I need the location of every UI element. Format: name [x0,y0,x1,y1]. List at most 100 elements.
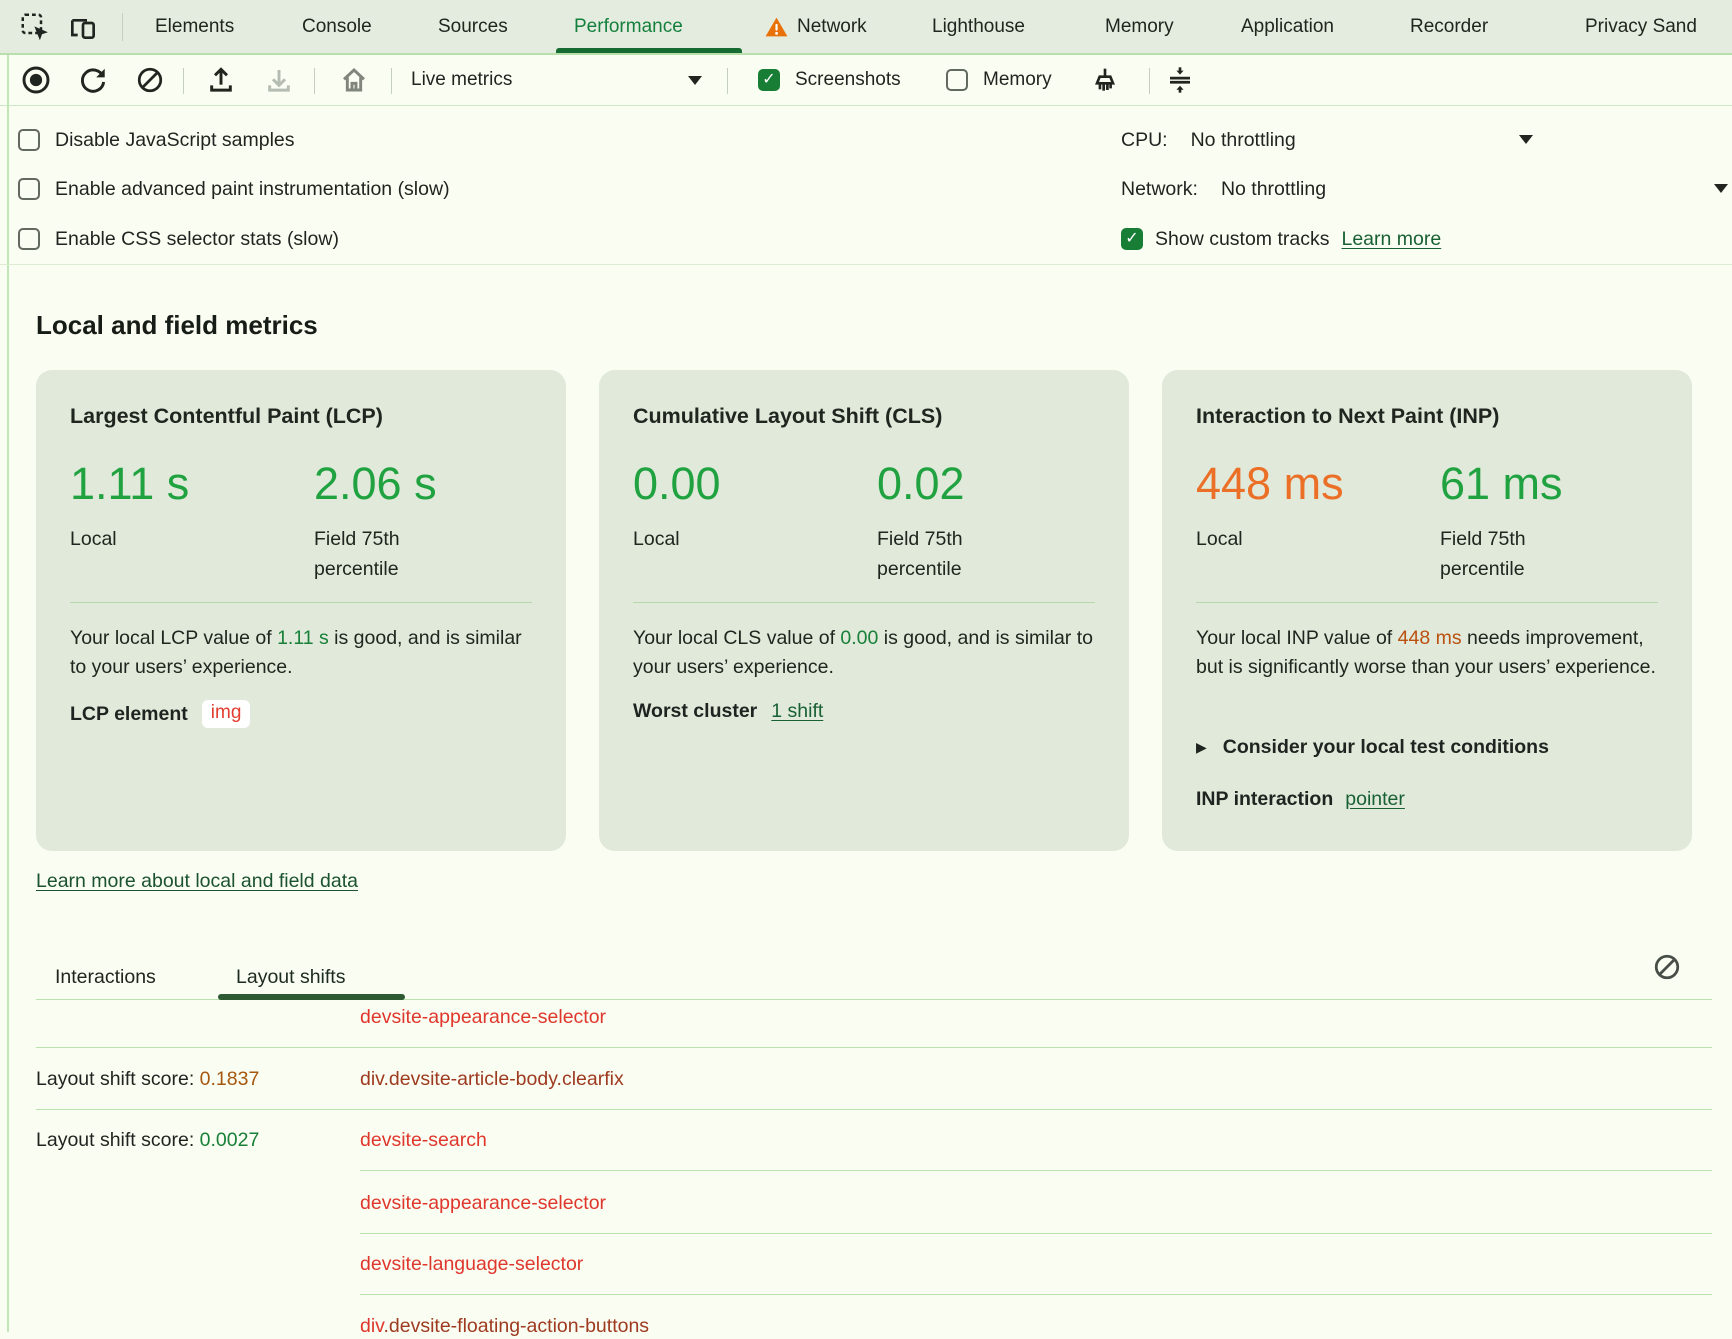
device-toolbar-button[interactable] [66,10,100,44]
memory-checkbox-label[interactable]: Memory [983,69,1052,90]
node-link[interactable]: devsite-language-selector [360,1253,584,1275]
lcp-desc-suffix: is good, and is similar to your users’ e… [70,627,522,678]
tab-elements[interactable]: Elements [155,16,235,37]
back-to-live-metrics-button[interactable] [337,63,371,97]
disable-js-samples-row: Disable JavaScript samples [18,127,295,153]
tab-sources[interactable]: Sources [438,16,508,37]
node-link-rest[interactable]: div.devsite-article-body.clearfix [360,1068,624,1090]
custom-tracks-learn-more-link[interactable]: Learn more [1341,227,1442,250]
section-divider [0,264,1732,265]
lcp-element-label: LCP element [70,702,188,725]
inp-local-label: Local [1196,528,1243,550]
css-selector-stats-checkbox[interactable] [18,228,40,250]
node-link-rest[interactable]: .devsite-floating-action-buttons [383,1315,650,1337]
row-divider-partial [360,1233,1712,1234]
device-toolbar-icon [67,11,99,43]
advanced-paint-label[interactable]: Enable advanced paint instrumentation (s… [55,177,450,200]
show-custom-tracks-label[interactable]: Show custom tracks [1155,227,1330,250]
clear-button[interactable] [133,63,167,97]
inspect-element-button[interactable] [18,10,52,44]
tab-console[interactable]: Console [302,16,372,37]
lcp-description: Your local LCP value of 1.11 s is good, … [70,624,536,681]
collapse-tracks-button[interactable] [1163,63,1197,97]
lcp-desc-value: 1.11 s [277,627,329,649]
cpu-throttling-select[interactable]: No throttling [1190,128,1296,151]
view-mode-select[interactable]: Live metrics [411,69,513,90]
node-link[interactable]: devsite-search [360,1129,487,1151]
inspect-cursor-icon [20,12,50,42]
network-chevron-down-icon[interactable] [1714,184,1728,193]
broom-icon [1089,64,1121,96]
lcp-local-value: 1.11 s [70,458,190,509]
clear-log-button[interactable] [1650,950,1684,984]
tab-privacy-sandbox[interactable]: Privacy Sand [1585,16,1697,37]
inp-desc-prefix: Your local INP value of [1196,627,1398,649]
lcp-card-title: Largest Contentful Paint (LCP) [70,404,383,428]
consider-conditions-label[interactable]: Consider your local test conditions [1222,736,1549,758]
node-link[interactable]: devsite-appearance-selector [360,1006,607,1028]
disclosure-triangle-icon[interactable]: ▶ [1196,739,1207,755]
inp-field-label: Field 75th percentile [1440,528,1526,580]
tab-bar-divider [36,999,1712,1000]
tab-interactions[interactable]: Interactions [55,966,156,988]
active-log-tab-underline [218,994,405,1000]
tab-memory[interactable]: Memory [1105,16,1174,37]
active-tab-underline [556,48,742,53]
screenshots-checkbox[interactable]: ✓ [758,69,780,91]
css-selector-stats-label[interactable]: Enable CSS selector stats (slow) [55,227,339,250]
record-and-reload-button[interactable] [76,63,110,97]
layout-shift-node: devsite-appearance-selector [360,1190,606,1216]
tab-recorder[interactable]: Recorder [1410,16,1489,37]
lcp-field-label: Field 75th percentile [314,528,400,580]
lcp-element-link[interactable]: img [201,700,251,728]
cls-description: Your local CLS value of 0.00 is good, an… [633,624,1099,681]
tab-network[interactable]: Network [797,16,867,37]
upload-icon [205,64,237,96]
toolbar-separator [727,68,728,94]
panel-left-border [7,55,9,1332]
disable-js-samples-label[interactable]: Disable JavaScript samples [55,128,295,151]
inp-interaction-link[interactable]: pointer [1345,788,1405,810]
inp-desc-value: 448 ms [1397,627,1462,649]
memory-checkbox[interactable] [946,69,968,91]
record-button[interactable] [19,63,53,97]
inp-interaction-row: INP interaction pointer [1196,788,1405,811]
disable-js-samples-checkbox[interactable] [18,129,40,151]
chevron-down-icon[interactable] [688,76,702,85]
inp-card: Interaction to Next Paint (INP) 448 ms 6… [1162,370,1692,851]
worst-cluster-link[interactable]: 1 shift [771,700,824,722]
tab-layout-shifts[interactable]: Layout shifts [236,966,346,988]
collapse-icon [1164,64,1196,96]
tab-application[interactable]: Application [1241,16,1334,37]
network-warning-icon [764,15,789,40]
tab-lighthouse[interactable]: Lighthouse [932,16,1025,37]
cpu-chevron-down-icon[interactable] [1519,135,1533,144]
cls-desc-value: 0.00 [840,627,879,649]
cls-field-value: 0.02 [877,458,965,509]
node-link[interactable]: div [360,1315,384,1337]
toolbar-separator [391,68,392,94]
layout-shift-score: Layout shift score: 0.0027 [36,1127,259,1153]
consider-conditions-row[interactable]: ▶ Consider your local test conditions [1196,736,1549,759]
save-profile-button[interactable] [262,63,296,97]
load-profile-button[interactable] [204,63,238,97]
row-divider-partial [360,1294,1712,1295]
node-link[interactable]: devsite-appearance-selector [360,1192,607,1214]
download-icon [263,64,295,96]
block-icon [1652,952,1682,982]
show-custom-tracks-checkbox[interactable]: ✓ [1121,228,1143,250]
advanced-paint-checkbox[interactable] [18,178,40,200]
reload-icon [77,64,109,96]
learn-more-field-data-link[interactable]: Learn more about local and field data [36,870,358,892]
inp-field-value: 61 ms [1440,458,1563,509]
network-label: Network: [1121,177,1198,200]
screenshots-checkbox-label[interactable]: Screenshots [795,69,901,90]
row-divider-partial [360,1170,1712,1171]
tab-performance[interactable]: Performance [574,16,683,37]
layout-shift-node: devsite-appearance-selector [360,1004,606,1030]
cls-desc-suffix: is good, and is similar to your users’ e… [633,627,1093,678]
garbage-collect-button[interactable] [1088,63,1122,97]
network-throttling-select[interactable]: No throttling [1220,177,1327,200]
lcp-element-row: LCP element img [70,700,251,728]
